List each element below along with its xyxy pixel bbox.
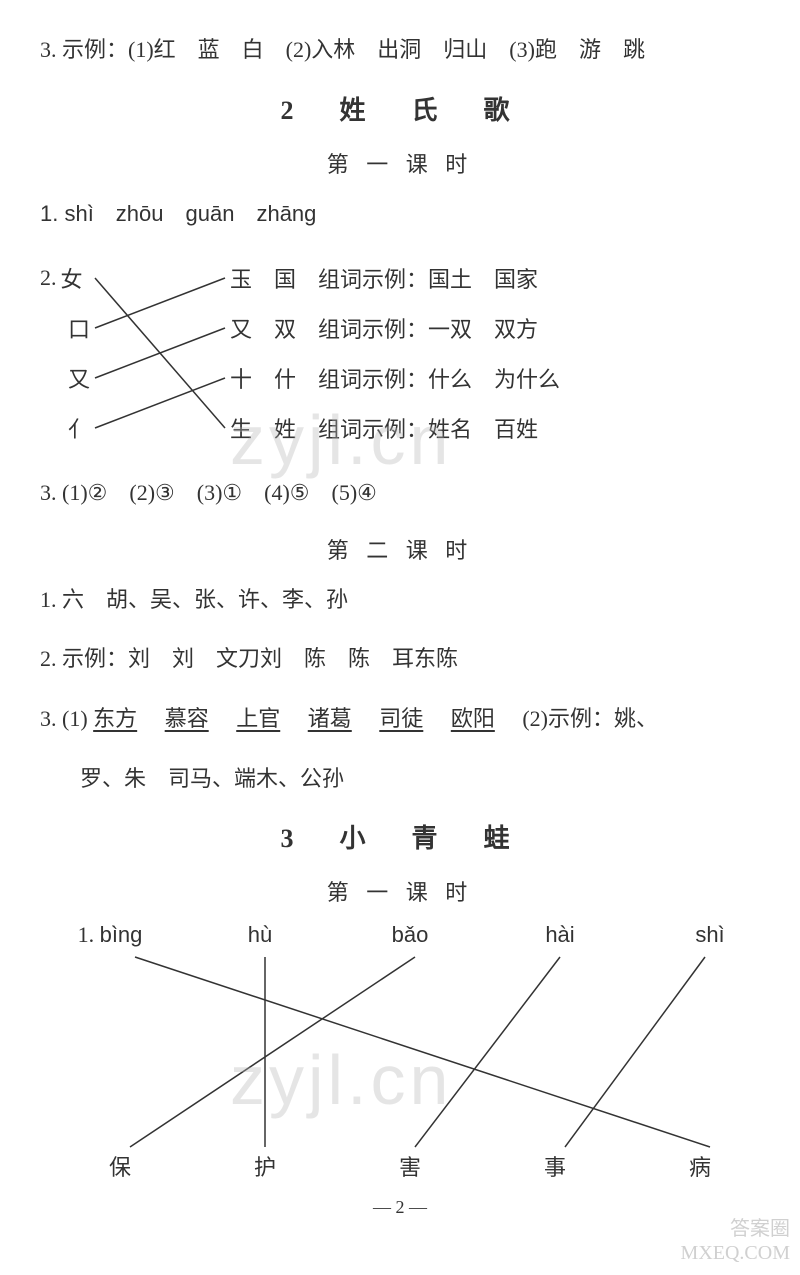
corner-tag: 答案圈 MXEQ.COM: [681, 1217, 790, 1265]
s2-q3-name-0: 东方: [93, 706, 137, 731]
matching-1: 2.女 口 又 亻 玉 国 组词示例：国土 国家 又 双 组词示例：一双 双方 …: [40, 253, 760, 453]
frog-pinyin-3: hài: [500, 922, 620, 948]
s2-q3-name-3: 诸葛: [308, 706, 352, 731]
s2-q3-name-2: 上官: [236, 706, 280, 731]
s2-q3-name-4: 司徒: [379, 706, 423, 731]
s2-q3-prefix: 3. (1): [40, 706, 88, 731]
q3-circled-answers: 3. (1)② (2)③ (3)① (4)⑤ (5)④: [40, 473, 760, 513]
match-right-3: 生 姓 组词示例：姓名 百姓: [230, 403, 560, 453]
s2-q3: 3. (1) 东方 慕容 上官 诸葛 司徒 欧阳 (2)示例：姚、: [40, 699, 760, 739]
match-left-3: 亻: [68, 412, 90, 444]
frog-q1-prefix: 1.: [78, 922, 95, 947]
page-number: — 2 —: [40, 1197, 760, 1218]
match-left-1: 口: [68, 312, 90, 344]
matching-prefix: 2.: [40, 265, 57, 291]
match-left-2: 又: [68, 362, 90, 394]
match-right-0: 玉 国 组词示例：国土 国家: [230, 253, 560, 303]
s2-q1: 1. 六 胡、吴、张、许、李、孙: [40, 580, 760, 620]
pinyin-line-1: 1. shì zhōu guān zhāng: [40, 194, 760, 234]
frog-char-3: 事: [495, 1150, 615, 1182]
s2-q3-suffix: (2)示例：姚、: [500, 706, 658, 731]
s2-q2: 2. 示例：刘 刘 文刀刘 陈 陈 耳东陈: [40, 639, 760, 679]
frog-char-4: 病: [640, 1150, 760, 1182]
frog-char-1: 护: [205, 1150, 325, 1182]
q3-example-line: 3. 示例：(1)红 蓝 白 (2)入林 出洞 归山 (3)跑 游 跳: [40, 30, 760, 70]
corner-tag-2: MXEQ.COM: [681, 1241, 790, 1265]
section-3-title: 3 小 青 蛙: [40, 818, 760, 855]
frog-char-2: 害: [350, 1150, 470, 1182]
s2-q3-continuation: 罗、朱 司马、端木、公孙: [40, 759, 760, 799]
frog-char-0: 保: [60, 1150, 180, 1182]
lesson-1-title: 第 一 课 时: [40, 147, 760, 179]
s2-q3-name-1: 慕容: [165, 706, 209, 731]
section-2-title: 2 姓 氏 歌: [40, 90, 760, 127]
frog-pinyin-2: bǎo: [350, 922, 470, 948]
corner-tag-1: 答案圈: [681, 1217, 790, 1241]
match-left-0: 女: [61, 262, 83, 294]
frog-pinyin-0: bìng: [100, 922, 143, 947]
frog-pinyin-4: shì: [650, 922, 770, 948]
s2-q3-name-5: 欧阳: [451, 706, 495, 731]
frog-pinyin-1: hù: [200, 922, 320, 948]
matching-2: 1. bìng hù bǎo hài shì 保 护 害 事 病: [40, 922, 760, 1182]
match-lines-svg-1: [70, 253, 230, 453]
match-right-1: 又 双 组词示例：一双 双方: [230, 303, 560, 353]
lesson-2-title: 第 二 课 时: [40, 533, 760, 565]
lesson-1-title-frog: 第 一 课 时: [40, 875, 760, 907]
match-right-2: 十 什 组词示例：什么 为什么: [230, 353, 560, 403]
match-lines-svg-2: [40, 952, 780, 1152]
